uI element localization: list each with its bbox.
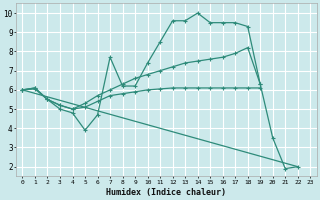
X-axis label: Humidex (Indice chaleur): Humidex (Indice chaleur) bbox=[106, 188, 226, 197]
